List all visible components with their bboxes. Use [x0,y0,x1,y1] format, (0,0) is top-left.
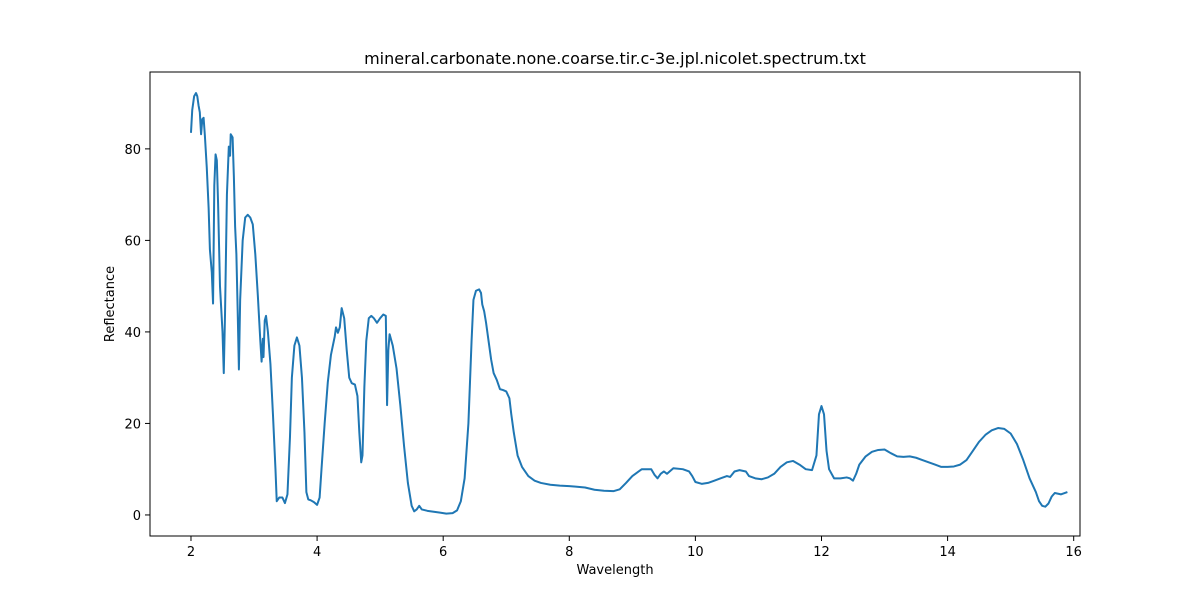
x-tick-label: 16 [1065,545,1082,560]
y-axis-label: Reflectance [103,266,118,342]
x-tick-label: 12 [813,545,830,560]
x-tick-label: 4 [313,545,321,560]
x-tick-label: 14 [939,545,956,560]
series-line [189,92,1068,515]
chart-title: mineral.carbonate.none.coarse.tir.c-3e.j… [364,49,866,68]
plot-area [189,92,1068,515]
y-axis: 0 20 40 60 80 [124,143,150,524]
plot-frame [149,71,1081,537]
x-tick-label: 8 [565,545,573,560]
y-tick-label: 40 [124,326,141,341]
y-tick-label: 80 [124,143,141,158]
x-axis-label: Wavelength [576,563,653,578]
y-tick-label: 60 [124,234,141,249]
x-axis: 2 4 6 8 10 12 14 16 [187,536,1082,560]
x-tick-label: 6 [439,545,447,560]
y-tick-label: 0 [133,509,141,524]
x-tick-label: 2 [187,545,195,560]
y-tick-label: 20 [124,417,141,432]
x-tick-label: 10 [687,545,704,560]
